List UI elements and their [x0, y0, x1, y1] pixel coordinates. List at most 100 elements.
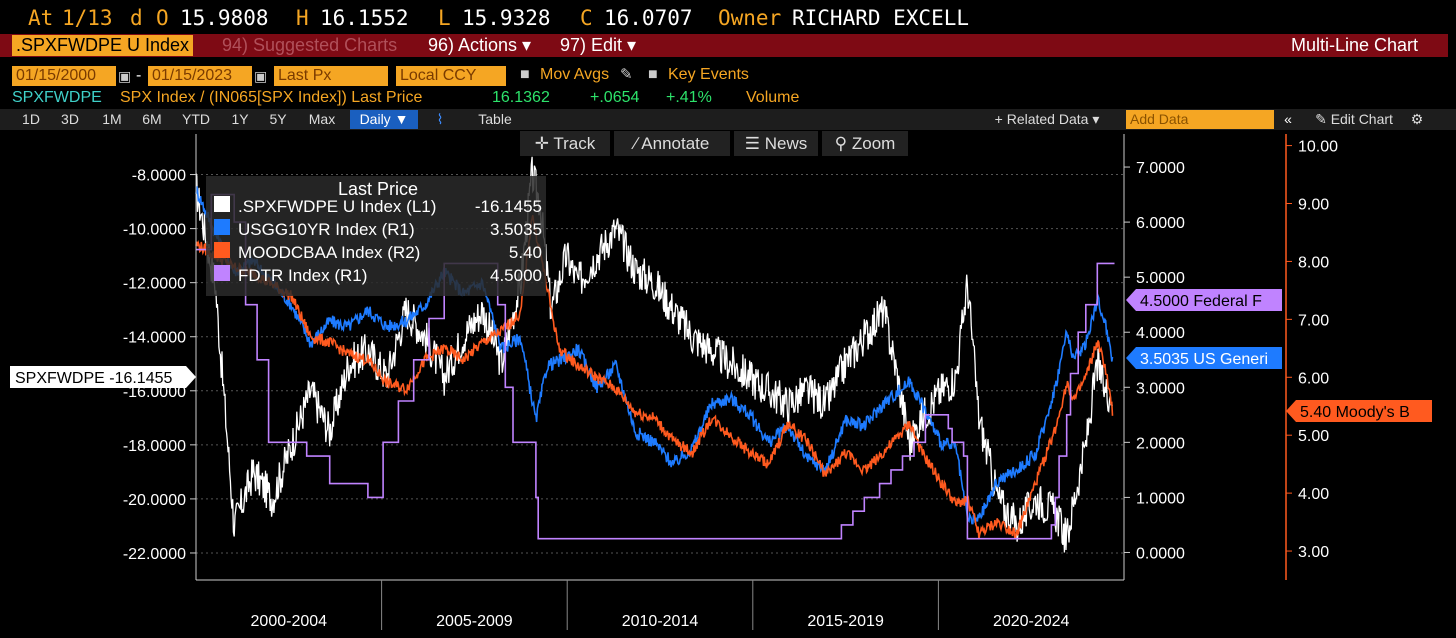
right2-tick-label: 6.00 [1298, 370, 1329, 387]
track-label: Track [553, 134, 596, 153]
zoom-button[interactable]: ⚲ Zoom [822, 131, 908, 156]
track-button[interactable]: ✛ Track [520, 131, 610, 156]
right2-tick-label: 3.00 [1298, 544, 1329, 561]
right1-tick-label: 3.0000 [1136, 380, 1185, 397]
close-value: 16.0707 [604, 6, 693, 30]
mov-avgs-label: Mov Avgs [540, 66, 610, 83]
range-1y[interactable]: 1Y [231, 111, 249, 127]
high-value: 16.1552 [320, 6, 409, 30]
info-pct-change: +.41% [666, 89, 712, 106]
right1-tick-label: 6.0000 [1136, 215, 1185, 232]
right1-tick-label: 0.0000 [1136, 545, 1185, 562]
moodcbaa-end-tag-text: 5.40 Moody's B [1300, 404, 1410, 421]
range-max[interactable]: Max [308, 111, 336, 127]
x-tick-label: 2000-2004 [251, 613, 328, 630]
legend-entry-name: FDTR Index (R1) [238, 266, 367, 285]
edit-menu[interactable]: 97) Edit ▾ [560, 35, 637, 55]
moodcbaa-end-tag: 5.40 Moody's B [1286, 400, 1432, 422]
right2-tick-label: 4.00 [1298, 486, 1329, 503]
legend-swatch [214, 196, 230, 212]
legend-entry-name: .SPXFWDPE U Index (L1) [238, 197, 436, 216]
news-icon: ☰ [744, 134, 765, 153]
range-bar: 1D 3D 1M 6M YTD 1Y 5Y Max Daily ▼ ⌇ Tabl… [0, 109, 1456, 130]
right1-tick-label: 2.0000 [1136, 435, 1185, 452]
chart-series [195, 156, 1115, 553]
at-label: At [28, 6, 54, 30]
calendar-icon[interactable]: ▣ [254, 68, 268, 84]
range-5y[interactable]: 5Y [269, 111, 287, 127]
usgg10yr-end-tag-bg [1126, 347, 1282, 369]
related-data-menu[interactable]: + Related Data ▾ [994, 111, 1100, 127]
start-date-field[interactable]: 01/15/2000 [12, 66, 116, 86]
info-ticker: SPXFWDPE [12, 89, 102, 106]
x-tick-label: 2015-2019 [807, 613, 884, 630]
spxfwdpe-end-tag-bg [10, 366, 196, 388]
fdtr-end-tag-text: 4.5000 Federal F [1140, 293, 1262, 310]
menu-bar: .SPXFWDPE U Index 94) Suggested Charts 9… [0, 34, 1448, 57]
left-tick-label: -8.0000 [132, 168, 186, 185]
legend-swatch [214, 265, 230, 281]
d-label: d [130, 6, 143, 30]
right1-tick-label: 1.0000 [1136, 490, 1185, 507]
owner-label: Owner [718, 6, 782, 30]
field-select[interactable]: Last Px [274, 66, 388, 86]
search-icon: ⚲ [834, 134, 852, 153]
fdtr-line [196, 193, 1115, 540]
legend-entry-value: 5.40 [509, 243, 542, 262]
info-formula: SPX Index / (IN065[SPX Index]) Last Pric… [120, 89, 423, 106]
key-events-checkbox[interactable]: ■ [648, 66, 658, 83]
x-tick-label: 2005-2009 [436, 613, 513, 630]
line-chart-icon[interactable]: ⌇ [436, 111, 444, 127]
right2-tick-label: 10.00 [1298, 139, 1338, 156]
spxfwdpe-end-tag-text: SPXFWDPE -16.1455 [15, 370, 173, 387]
chevron-left-double-icon[interactable]: « [1284, 111, 1292, 127]
mov-avgs-checkbox[interactable]: ■ [520, 66, 530, 83]
actions-menu[interactable]: 96) Actions ▾ [428, 35, 532, 55]
range-1m[interactable]: 1M [102, 111, 122, 127]
news-button[interactable]: ☰ News [734, 131, 818, 156]
end-value-tags: SPXFWDPE -16.1455 4.5000 Federal F 3.5035 … [10, 289, 1432, 422]
right2-tick-label: 8.00 [1298, 254, 1329, 271]
info-volume: Volume [746, 89, 800, 106]
left-tick-label: -10.0000 [123, 222, 186, 239]
end-date-field[interactable]: 01/15/2023 [148, 66, 252, 86]
range-6m[interactable]: 6M [142, 111, 162, 127]
spxfwdpe-end-tag: SPXFWDPE -16.1455 [10, 366, 196, 388]
currency-select[interactable]: Local CCY [396, 66, 506, 86]
table-button[interactable]: Table [478, 111, 512, 127]
spxfwdpe-line [195, 156, 1113, 553]
edit-chart-button[interactable]: ✎ Edit Chart [1304, 110, 1404, 129]
pencil-icon: ∕ [634, 134, 642, 153]
legend-swatch [214, 219, 230, 235]
usgg10yr-line [195, 186, 1114, 525]
moodcbaa-end-tag-bg [1286, 400, 1432, 422]
news-label: News [764, 134, 808, 153]
right2-tick-label: 9.00 [1298, 197, 1329, 214]
add-data-input[interactable]: Add Data [1126, 110, 1274, 129]
period-select[interactable]: Daily ▼ [350, 110, 418, 129]
left-tick-label: -14.0000 [123, 330, 186, 347]
zoom-label: Zoom [851, 134, 896, 153]
pencil-icon[interactable]: ✎ [620, 66, 633, 83]
legend-box [206, 176, 546, 296]
legend-entry-name: MOODCBAA Index (R2) [238, 243, 420, 262]
left-tick-label: -22.0000 [123, 546, 186, 563]
chart-legend: Last Price.SPXFWDPE U Index (L1) -16.1455… [206, 176, 546, 296]
suggested-charts-menu[interactable]: 94) Suggested Charts [222, 35, 398, 55]
calendar-icon[interactable]: ▣ [118, 68, 132, 84]
gear-icon[interactable]: ⚙ [1410, 111, 1424, 127]
crosshair-icon: ✛ [534, 134, 554, 153]
range-3d[interactable]: 3D [61, 111, 79, 127]
legend-swatch [214, 242, 230, 258]
annotate-label: Annotate [641, 134, 710, 153]
edit-chart-label: Edit Chart [1330, 111, 1393, 127]
ticker-button[interactable]: .SPXFWDPE U Index [12, 35, 194, 56]
close-label: C [580, 6, 593, 30]
info-last: 16.1362 [492, 89, 550, 106]
range-ytd[interactable]: YTD [182, 111, 210, 127]
range-1d[interactable]: 1D [22, 111, 40, 127]
fdtr-end-tag-bg [1126, 289, 1282, 311]
annotate-button[interactable]: ∕ Annotate [614, 131, 730, 156]
left-tick-label: -20.0000 [123, 492, 186, 509]
